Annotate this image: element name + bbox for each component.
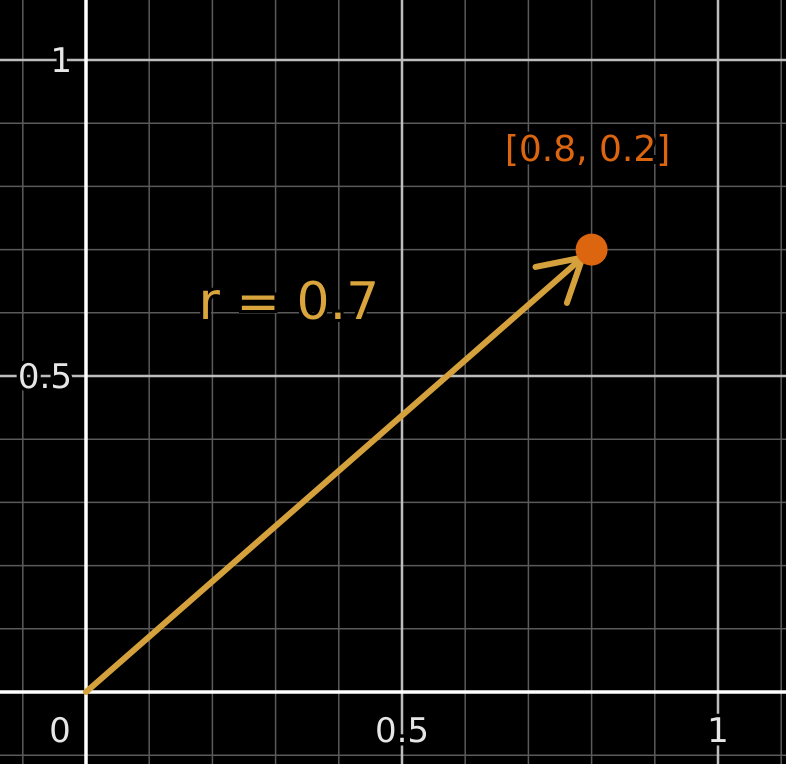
point-label: [0.8, 0.2] [505, 129, 670, 170]
vector-line [83, 254, 586, 695]
x-tick-label: 0 [49, 711, 71, 751]
y-tick-label: 1 [50, 41, 72, 81]
annotations: r = 0.7 [0.8, 0.2] [195, 126, 673, 335]
r-annotation: r = 0.7 [198, 272, 379, 332]
x-tick-label: 1 [707, 711, 729, 751]
data-point [575, 233, 608, 266]
x-tick-label: 0.5 [375, 711, 429, 751]
y-tick-label: 0.5 [18, 357, 72, 397]
tick-labels: 0 0.5 1 0.5 1 [14, 38, 732, 755]
vector-layer [83, 233, 608, 695]
